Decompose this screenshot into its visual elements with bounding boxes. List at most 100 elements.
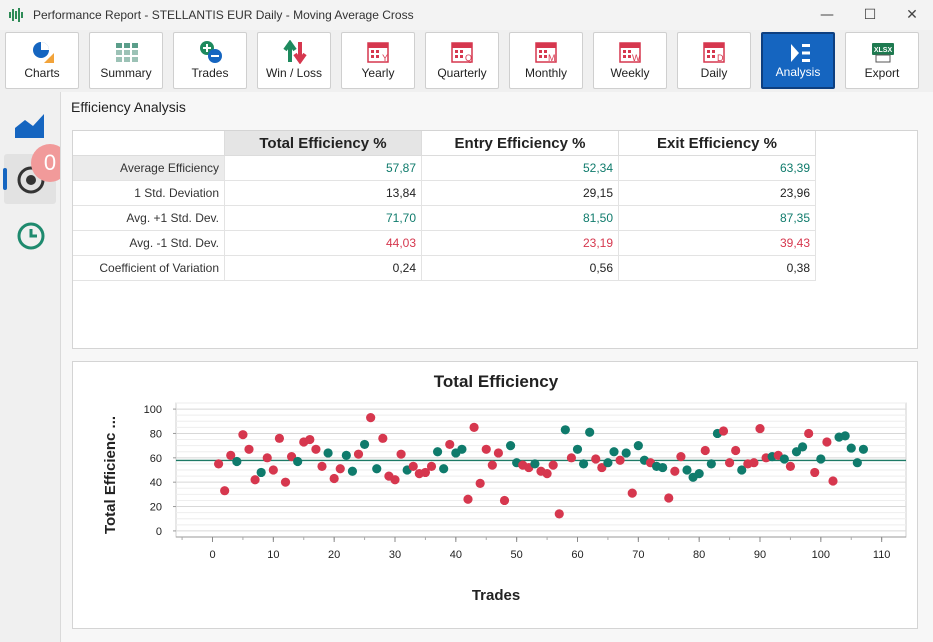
- x-tick-label: 70: [632, 549, 644, 561]
- table-row: Avg. -1 Std. Dev. 44,03 23,19 39,43: [73, 230, 816, 256]
- data-point: [493, 448, 504, 458]
- calendar-m-icon: M: [535, 42, 557, 63]
- column-header-exit[interactable]: Exit Efficiency %: [618, 131, 816, 156]
- export-label: Export: [864, 66, 900, 80]
- data-point: [220, 486, 230, 496]
- data-point: [463, 494, 473, 504]
- plus-minus-icon: [200, 41, 222, 63]
- data-point: [731, 445, 741, 456]
- x-tick-label: 40: [450, 549, 462, 561]
- table-cell: 63,39: [618, 155, 816, 181]
- summary-label: Summary: [100, 66, 152, 80]
- efficiency-table-panel: Total Efficiency % Entry Efficiency % Ex…: [72, 130, 918, 349]
- close-button[interactable]: ✕: [906, 7, 918, 23]
- sidebar-item-time[interactable]: [4, 210, 56, 260]
- quarterly-button[interactable]: Q Quarterly: [425, 32, 499, 89]
- data-point: [244, 444, 254, 454]
- table-cell: 44,03: [224, 230, 422, 256]
- data-point: [858, 444, 869, 454]
- table-cell: 39,43: [618, 230, 816, 256]
- weekly-label: Weekly: [610, 66, 650, 80]
- data-point: [232, 456, 242, 467]
- data-point: [633, 441, 643, 451]
- export-button[interactable]: XLSX Export: [845, 32, 919, 89]
- monthly-button[interactable]: M Monthly: [509, 32, 583, 89]
- data-point: [578, 459, 589, 469]
- y-axis-label: Total Efficienc ...: [102, 416, 119, 534]
- data-point: [256, 467, 266, 478]
- data-point: [420, 467, 431, 478]
- charts-button[interactable]: Charts: [5, 32, 79, 89]
- y-tick-label: 40: [150, 477, 162, 489]
- row-label: 1 Std. Deviation: [73, 180, 225, 206]
- yearly-button[interactable]: Y Yearly: [341, 32, 415, 89]
- table-cell: 0,24: [224, 255, 422, 281]
- analysis-label: Analysis: [775, 65, 821, 79]
- daily-label: Daily: [700, 66, 728, 80]
- row-label: Avg. -1 Std. Dev.: [73, 230, 225, 256]
- column-header-entry[interactable]: Entry Efficiency %: [421, 131, 619, 156]
- data-point: [487, 460, 497, 470]
- data-point: [329, 473, 339, 484]
- daily-button[interactable]: D Daily: [677, 32, 751, 89]
- table-cell: 81,50: [421, 205, 619, 231]
- data-point: [822, 437, 832, 447]
- data-point: [226, 450, 236, 460]
- column-header-total[interactable]: Total Efficiency %: [224, 131, 422, 156]
- weekly-button[interactable]: W Weekly: [593, 32, 667, 89]
- clock-icon: [17, 222, 45, 250]
- data-point: [718, 426, 729, 436]
- data-point: [585, 427, 595, 437]
- y-tick-label: 60: [150, 453, 162, 465]
- trades-label: Trades: [191, 66, 229, 80]
- row-label: Avg. +1 Std. Dev.: [73, 205, 225, 231]
- data-point: [268, 465, 278, 475]
- data-point: [548, 460, 558, 470]
- sidebar-item-efficiency[interactable]: 0: [3, 144, 69, 204]
- x-tick-label: 110: [873, 549, 891, 561]
- data-point: [475, 478, 485, 488]
- y-tick-label: 80: [150, 428, 162, 440]
- x-tick-label: 30: [389, 549, 401, 561]
- data-point: [238, 430, 248, 440]
- row-label: Coefficient of Variation: [73, 255, 225, 281]
- table-row: Coefficient of Variation 0,24 0,56 0,38: [73, 255, 816, 281]
- minimize-button[interactable]: —: [820, 7, 834, 23]
- row-label: Average Efficiency: [73, 155, 225, 181]
- x-tick-label: 0: [209, 549, 215, 561]
- data-point: [262, 453, 272, 463]
- x-tick-label: 90: [754, 549, 766, 561]
- data-point: [445, 439, 455, 450]
- data-point: [311, 444, 321, 454]
- win-loss-button[interactable]: Win / Loss: [257, 32, 331, 89]
- x-tick-label: 80: [693, 549, 705, 561]
- data-point: [530, 459, 540, 469]
- data-point: [280, 477, 291, 487]
- analysis-button[interactable]: Analysis: [761, 32, 835, 89]
- trades-button[interactable]: Trades: [173, 32, 247, 89]
- chart-title: Total Efficiency: [434, 372, 559, 391]
- summary-button[interactable]: Summary: [89, 32, 163, 89]
- calendar-w-icon: W: [619, 42, 641, 63]
- data-point: [724, 458, 735, 468]
- table-row: Average Efficiency 57,87 52,34 63,39: [73, 155, 816, 181]
- toolbar: Charts Summary Trades Win / Loss Y Ye: [0, 30, 933, 92]
- quarterly-label: Quarterly: [437, 66, 487, 80]
- maximize-button[interactable]: ☐: [863, 7, 877, 23]
- data-point: [785, 461, 796, 471]
- data-point: [323, 448, 333, 458]
- table-cell: 0,56: [421, 255, 619, 281]
- data-point: [810, 467, 820, 478]
- data-point: [737, 465, 747, 475]
- data-point: [335, 464, 345, 474]
- data-point: [390, 475, 400, 485]
- data-point: [293, 456, 303, 467]
- data-point: [396, 449, 406, 459]
- table-cell: 52,34: [421, 155, 619, 181]
- sidebar-item-charts[interactable]: [4, 100, 56, 150]
- data-point: [603, 458, 613, 468]
- x-tick-label: 100: [812, 549, 830, 561]
- scatter-chart: 0 20 40 60 80 100 0 10 20 30 40 50 60 70 80 90 100 110 Tot…: [102, 372, 907, 604]
- data-point: [347, 466, 358, 476]
- data-point: [457, 444, 467, 454]
